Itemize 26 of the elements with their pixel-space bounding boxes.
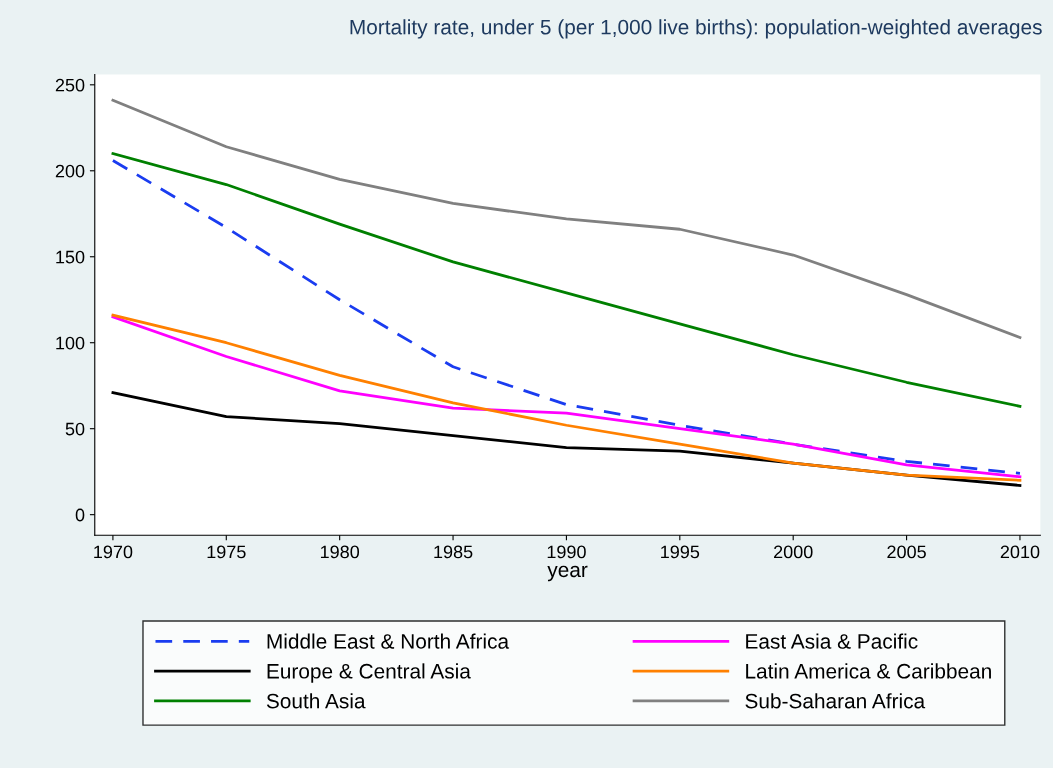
y-tick-label: 0 (75, 508, 85, 522)
y-tick-label: 150 (56, 250, 85, 264)
chart-title: Mortality rate, under 5 (per 1,000 live births): population-weighted averages (350, 19, 1042, 39)
legend-label: Europe & Central Asia (267, 663, 471, 683)
y-tick-label: 100 (56, 336, 85, 350)
x-tick-label: 1985 (434, 545, 473, 559)
x-tick-label: 2010 (1000, 545, 1040, 559)
line-series (111, 152, 1022, 408)
legend-label: Latin America & Caribbean (746, 663, 991, 679)
x-tick-label: 1990 (547, 545, 586, 559)
y-tick-label: 200 (55, 164, 85, 178)
legend-label: South Asia (266, 693, 366, 709)
x-tick-label: 1975 (207, 545, 246, 559)
x-tick-label: 2005 (887, 545, 926, 559)
x-tick-label: 1980 (320, 545, 360, 559)
legend-label: Middle East & North Africa (267, 633, 510, 649)
x-tick-label: 2000 (774, 545, 813, 559)
x-tick-label: 1995 (661, 545, 700, 559)
y-tick-label: 250 (55, 78, 85, 92)
line-series (111, 159, 1022, 475)
legend-label: East Asia & Pacific (746, 633, 918, 649)
y-tick-label: 50 (65, 422, 85, 436)
x-axis-title: year (547, 565, 588, 582)
legend-label: Sub-Saharan Africa (745, 693, 926, 709)
line-series (111, 98, 1022, 339)
x-tick-label: 1970 (94, 545, 133, 559)
